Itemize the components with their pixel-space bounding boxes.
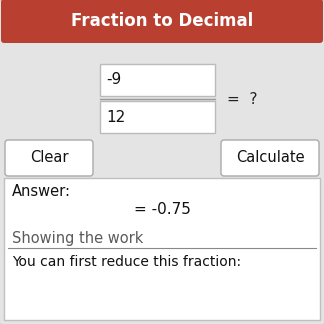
Text: Fraction to Decimal: Fraction to Decimal [71,12,253,30]
Text: Clear: Clear [30,151,68,166]
FancyBboxPatch shape [1,0,323,43]
Text: -9: -9 [106,73,121,87]
FancyBboxPatch shape [5,140,93,176]
FancyBboxPatch shape [4,178,320,320]
FancyBboxPatch shape [100,64,215,96]
Text: You can first reduce this fraction:: You can first reduce this fraction: [12,255,241,269]
Text: Showing the work: Showing the work [12,230,144,246]
FancyBboxPatch shape [100,101,215,133]
Text: =  ?: = ? [227,91,258,107]
Text: Answer:: Answer: [12,184,71,200]
Text: Calculate: Calculate [236,151,304,166]
Text: 12: 12 [106,110,125,124]
FancyBboxPatch shape [221,140,319,176]
Text: = -0.75: = -0.75 [133,202,191,217]
